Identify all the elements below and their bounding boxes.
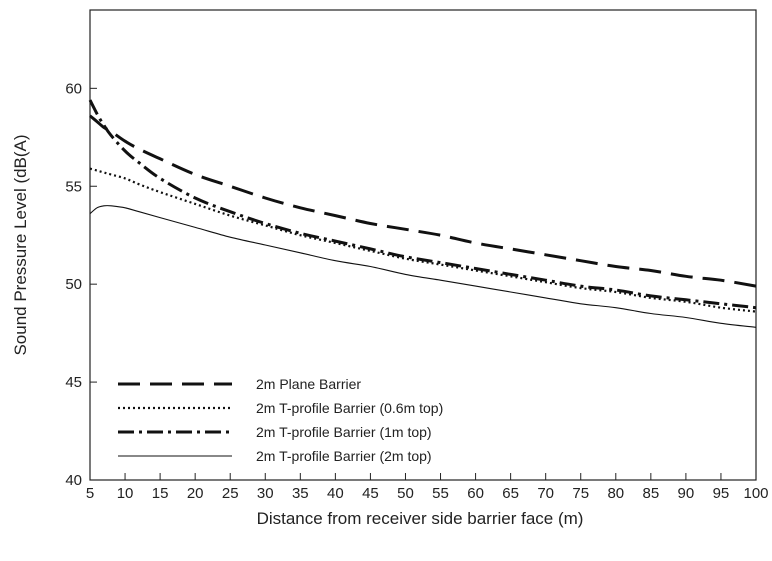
y-tick-label: 50: [65, 276, 82, 293]
x-tick-label: 70: [537, 485, 554, 502]
x-tick-label: 25: [222, 485, 239, 502]
series-line-2: [89, 167, 757, 313]
x-axis-title: Distance from receiver side barrier face…: [257, 509, 584, 528]
legend-label: 2m T-profile Barrier (2m top): [256, 448, 432, 464]
x-tick-label: 20: [187, 485, 204, 502]
x-tick-label: 90: [678, 485, 695, 502]
plot-frame: [89, 9, 757, 481]
series-line-1: [89, 114, 757, 288]
x-tick-label: 100: [743, 485, 768, 502]
x-tick-label: 15: [152, 485, 169, 502]
x-tick-label: 65: [502, 485, 519, 502]
x-tick-label: 45: [362, 485, 379, 502]
x-tick-label: 75: [572, 485, 589, 502]
y-axis-title: Sound Pressure Level (dB(A): [11, 134, 30, 355]
series-line-3: [88, 99, 757, 310]
x-tick-label: 95: [713, 485, 730, 502]
legend-label: 2m T-profile Barrier (1m top): [256, 424, 432, 440]
series-line-4: [89, 205, 757, 328]
x-tick-label: 55: [432, 485, 449, 502]
x-tick-label: 80: [607, 485, 624, 502]
x-tick-label: 50: [397, 485, 414, 502]
y-tick-label: 40: [65, 472, 82, 489]
legend-label: 2m Plane Barrier: [256, 376, 361, 392]
x-tick-label: 30: [257, 485, 274, 502]
x-tick-label: 35: [292, 485, 309, 502]
x-tick-label: 5: [86, 485, 94, 502]
x-tick-label: 10: [117, 485, 134, 502]
x-tick-label: 60: [467, 485, 484, 502]
y-axis: 40 45 50 55 60: [65, 80, 97, 489]
legend-label: 2m T-profile Barrier (0.6m top): [256, 400, 443, 416]
series-lines: [88, 99, 757, 328]
x-axis: 5 10 15 20 25 30 35 40 45 50 55 60 65 70 75 80 85 90 95 100: [86, 473, 769, 502]
y-tick-label: 55: [65, 178, 82, 195]
x-tick-label: 40: [327, 485, 344, 502]
y-tick-label: 60: [65, 80, 82, 97]
legend: 2m Plane Barrier 2m T-profile Barrier (0.…: [118, 376, 443, 464]
x-tick-label: 85: [642, 485, 659, 502]
y-tick-label: 45: [65, 374, 82, 391]
